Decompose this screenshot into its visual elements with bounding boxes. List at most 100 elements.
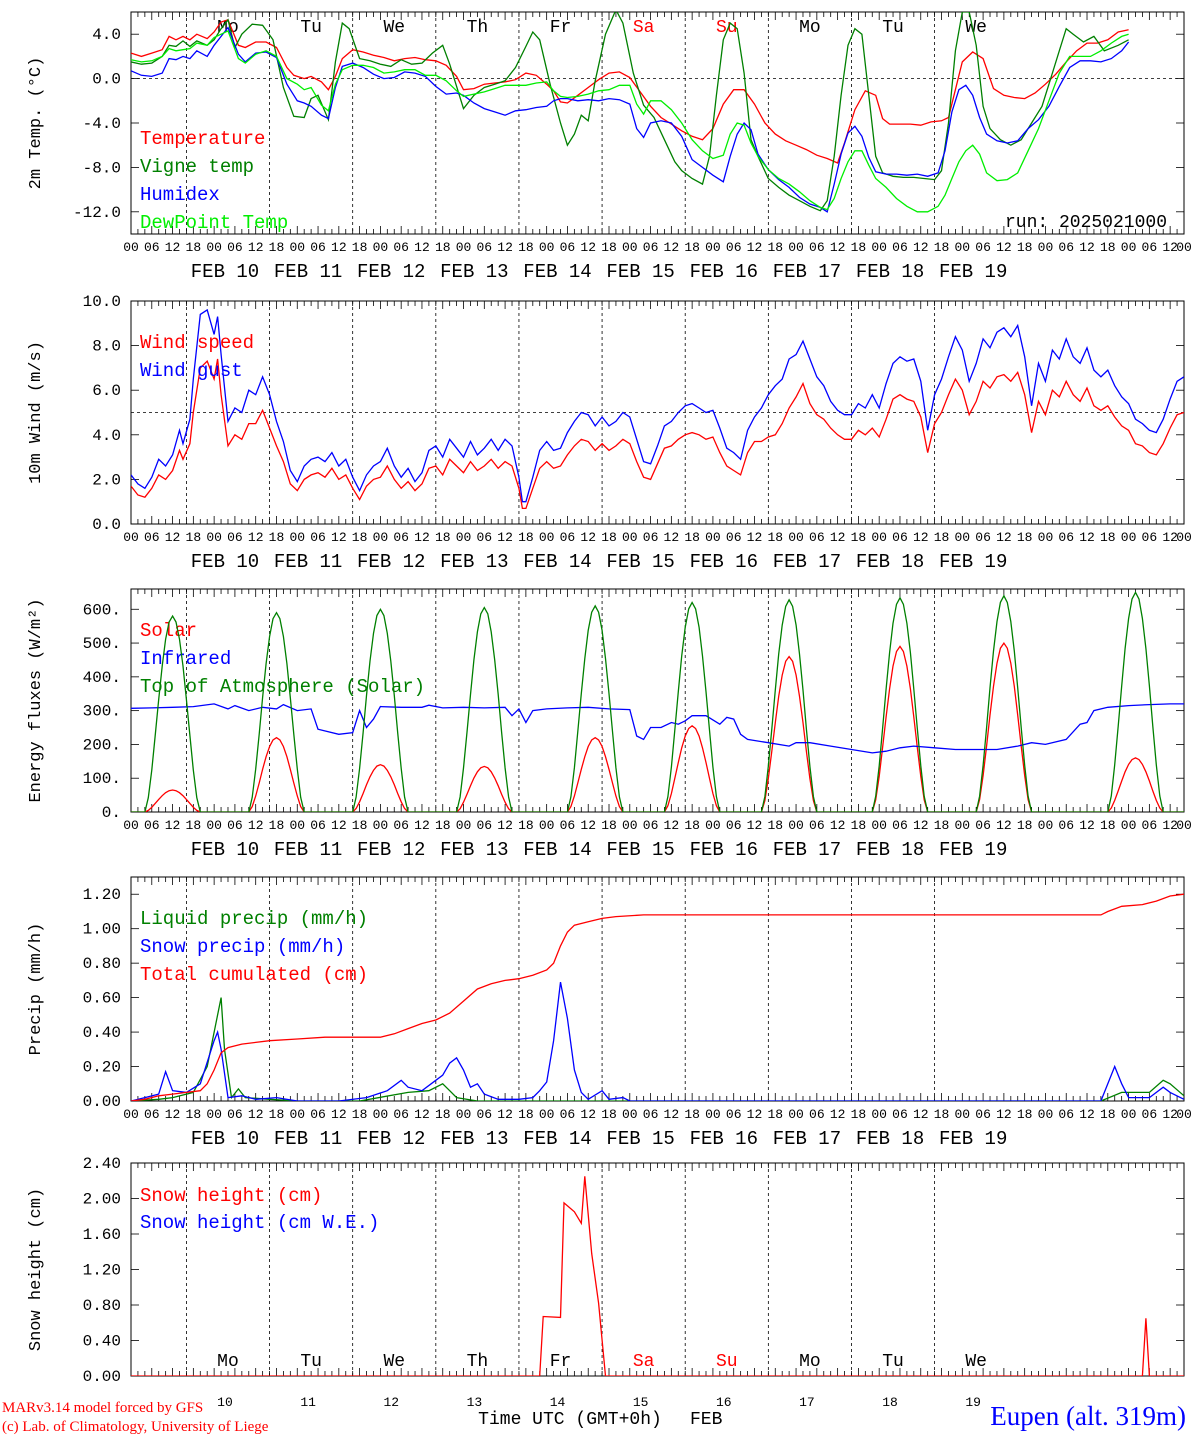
hour-tick-label: 12 — [996, 240, 1012, 255]
y-tick-label: 0.80 — [83, 955, 121, 973]
hour-tick-label: 12 — [580, 530, 596, 545]
hour-tick-label: 00 — [705, 530, 721, 545]
series-line-solar — [131, 641, 1184, 812]
weekday-label: Su — [716, 1352, 738, 1372]
hour-tick-label: 12 — [165, 240, 181, 255]
hour-tick-label: 18 — [1017, 240, 1033, 255]
hour-tick-label: 00 — [871, 818, 887, 833]
y-tick-label: 0.00 — [83, 1093, 121, 1111]
hour-tick-label: 12 — [664, 240, 680, 255]
y-tick-label: 500. — [83, 635, 121, 653]
series-line-temperature — [131, 18, 1129, 164]
hour-tick-label: 00 — [373, 240, 389, 255]
y-tick-label: 1.20 — [83, 1262, 121, 1280]
y-tick-label: 8.0 — [92, 338, 121, 356]
date-label: FEB 15 — [606, 551, 674, 573]
hour-tick-label: 00 — [1176, 530, 1192, 545]
date-label: FEB 10 — [191, 839, 259, 861]
hour-tick-label: 18 — [518, 530, 534, 545]
date-label: FEB 11 — [274, 839, 342, 861]
hour-tick-label: 06 — [975, 240, 991, 255]
hour-tick-label: 06 — [310, 818, 326, 833]
date-label: FEB 16 — [690, 839, 758, 861]
hour-tick-label: 00 — [206, 818, 222, 833]
hour-tick-label: 12 — [414, 1107, 430, 1122]
legend-entry: Liquid precip (mm/h) — [140, 908, 368, 930]
y-tick-label: -8.0 — [83, 159, 121, 177]
series-line-wind-speed — [131, 358, 1184, 510]
hour-tick-label: 00 — [123, 240, 139, 255]
hour-tick-label: 18 — [1100, 240, 1116, 255]
y-tick-label: 10.0 — [83, 293, 121, 311]
weekday-label: Mo — [217, 1352, 239, 1372]
legend-entry: Snow height (cm W.E.) — [140, 1212, 379, 1234]
day-number-label: 11 — [300, 1395, 316, 1410]
hour-tick-label: 06 — [809, 240, 825, 255]
hour-tick-label: 06 — [310, 1107, 326, 1122]
hour-tick-label: 00 — [955, 1107, 971, 1122]
date-label: FEB 16 — [690, 1128, 758, 1150]
hour-tick-label: 18 — [684, 530, 700, 545]
hour-tick-label: 00 — [1038, 1107, 1054, 1122]
hour-tick-label: 12 — [747, 240, 763, 255]
day-number-label: 13 — [467, 1395, 483, 1410]
y-tick-label: 2.0 — [92, 471, 121, 489]
hour-tick-label: 06 — [560, 818, 576, 833]
hour-tick-label: 00 — [539, 818, 555, 833]
hour-tick-label: 00 — [788, 818, 804, 833]
hour-tick-label: 06 — [393, 530, 409, 545]
hour-tick-label: 12 — [747, 530, 763, 545]
hour-tick-label: 18 — [435, 818, 451, 833]
hour-tick-label: 12 — [1162, 240, 1178, 255]
hour-tick-label: 06 — [144, 818, 160, 833]
hour-tick-label: 06 — [310, 240, 326, 255]
hour-tick-label: 00 — [289, 1107, 305, 1122]
y-axis-label: Snow height (cm) — [27, 1188, 46, 1351]
weekday-label: We — [965, 18, 987, 38]
hour-tick-label: 12 — [331, 530, 347, 545]
date-label: FEB 19 — [939, 551, 1007, 573]
y-tick-label: 1.60 — [83, 1226, 121, 1244]
series-line-top-of-atmosphere-solar- — [131, 590, 1184, 812]
hour-tick-label: 00 — [539, 240, 555, 255]
date-label: FEB 14 — [523, 261, 591, 283]
date-label: FEB 16 — [690, 551, 758, 573]
hour-tick-label: 00 — [456, 240, 472, 255]
hour-tick-label: 18 — [518, 1107, 534, 1122]
hour-tick-label: 18 — [518, 818, 534, 833]
hour-tick-label: 00 — [705, 1107, 721, 1122]
hour-tick-label: 18 — [186, 818, 202, 833]
series-line-snow-height-cm- — [131, 1176, 1184, 1376]
hour-tick-label: 06 — [975, 1107, 991, 1122]
weekday-label: Th — [467, 18, 489, 38]
run-annotation: run: 2025021000 — [1005, 213, 1167, 233]
hour-tick-label: 18 — [601, 530, 617, 545]
hour-tick-label: 06 — [560, 240, 576, 255]
hour-tick-label: 12 — [497, 1107, 513, 1122]
y-tick-label: 300. — [83, 703, 121, 721]
hour-tick-label: 06 — [809, 818, 825, 833]
hour-tick-label: 18 — [684, 818, 700, 833]
hour-tick-label: 06 — [975, 530, 991, 545]
hour-tick-label: 12 — [996, 530, 1012, 545]
hour-tick-label: 00 — [206, 240, 222, 255]
hour-tick-label: 00 — [622, 818, 638, 833]
hour-tick-label: 00 — [1121, 240, 1137, 255]
hour-tick-label: 18 — [1017, 530, 1033, 545]
hour-tick-label: 18 — [352, 818, 368, 833]
hour-tick-label: 00 — [456, 530, 472, 545]
hour-tick-label: 06 — [560, 530, 576, 545]
y-axis-label: 2m Temp. (°C) — [27, 57, 46, 190]
y-tick-label: -4.0 — [83, 115, 121, 133]
hour-tick-label: 18 — [352, 530, 368, 545]
y-tick-label: 2.00 — [83, 1191, 121, 1209]
hour-tick-label: 12 — [1079, 818, 1095, 833]
hour-tick-label: 12 — [664, 530, 680, 545]
hour-tick-label: 06 — [393, 1107, 409, 1122]
hour-tick-label: 12 — [913, 530, 929, 545]
legend-entry: Humidex — [140, 184, 220, 206]
hour-tick-label: 06 — [643, 818, 659, 833]
weekday-label: Su — [716, 18, 738, 38]
hour-tick-label: 06 — [477, 530, 493, 545]
hour-tick-label: 18 — [601, 818, 617, 833]
